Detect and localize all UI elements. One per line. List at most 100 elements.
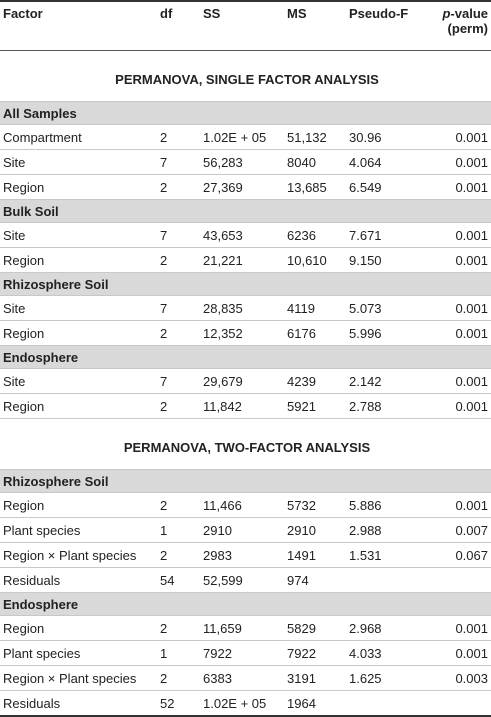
table-row: Residuals 52 1.02E + 05 1964	[0, 690, 491, 717]
table-row: Region 2 11,842 5921 2.788 0.001	[0, 394, 491, 419]
cell-ms: 10,610	[287, 252, 327, 268]
table-row: Region 2 11,659 5829 2.968 0.001	[0, 616, 491, 641]
cell-pseudo-f: 4.033	[349, 645, 382, 661]
group-name: Rhizosphere Soil	[0, 272, 491, 296]
group-header-row: All Samples	[0, 101, 491, 125]
table-row: Residuals 54 52,599 974	[0, 568, 491, 593]
group-header-row: Bulk Soil	[0, 199, 491, 223]
cell-ss: 52,599	[203, 572, 243, 588]
header-df: df	[160, 6, 173, 21]
cell-ss: 7922	[203, 645, 232, 661]
cell-ss: 2910	[203, 522, 232, 538]
cell-df: 7	[160, 373, 168, 389]
table-row: Site 7 29,679 4239 2.142 0.001	[0, 369, 491, 394]
cell-pseudo-f: 2.142	[349, 373, 382, 389]
cell-ss: 29,679	[203, 373, 243, 389]
table-row: Region × Plant species 2 2983 1491 1.531 0.06…	[0, 543, 491, 568]
cell-pseudo-f: 5.996	[349, 325, 382, 341]
header-factor: Factor	[3, 6, 43, 21]
cell-df: 2	[160, 620, 168, 636]
cell-ms: 8040	[287, 154, 316, 170]
cell-df: 2	[160, 547, 168, 563]
group-name: Rhizosphere Soil	[0, 469, 491, 493]
cell-df: 1	[160, 645, 168, 661]
single-factor-analysis-title-row: PERMANOVA, SINGLE FACTOR ANALYSIS	[0, 50, 491, 102]
cell-ss: 11,659	[203, 620, 242, 636]
header-p-suffix: -value	[450, 6, 488, 21]
cell-p-value: 0.001	[455, 645, 488, 661]
cell-factor: Compartment	[3, 129, 82, 145]
cell-df: 2	[160, 252, 168, 268]
cell-factor: Region	[3, 398, 45, 414]
table-header-row: Factor df SS MS Pseudo-F p-value (perm)	[0, 1, 491, 51]
cell-ss: 1.02E + 05	[203, 129, 267, 145]
cell-factor: Region	[3, 620, 45, 636]
group-header-row: Endosphere	[0, 345, 491, 369]
cell-factor: Site	[3, 154, 26, 170]
cell-ms: 1964	[284, 690, 346, 717]
table-row: Plant species 1 7922 7922 4.033 0.001	[0, 641, 491, 666]
cell-factor: Region	[3, 252, 45, 268]
table-row: Region 2 21,221 10,610 9.150 0.001	[0, 248, 491, 273]
cell-ms: 6176	[287, 325, 316, 341]
cell-p-value: 0.001	[455, 300, 488, 316]
cell-ss: 56,283	[203, 154, 243, 170]
cell-df: 52	[157, 690, 195, 717]
cell-p-value: 0.001	[455, 129, 488, 145]
cell-p-value: 0.003	[455, 670, 488, 686]
two-factor-analysis-title-row: PERMANOVA, TWO-FACTOR ANALYSIS	[0, 418, 491, 470]
cell-p-value	[418, 568, 491, 593]
cell-factor: Region	[3, 325, 45, 341]
cell-pseudo-f: 1.531	[349, 547, 382, 563]
cell-ms: 51,132	[287, 129, 327, 145]
cell-factor: Plant species	[3, 522, 81, 538]
cell-p-value: 0.001	[455, 179, 488, 195]
cell-factor: Site	[3, 300, 26, 316]
cell-ms: 13,685	[287, 179, 327, 195]
table-row: Region × Plant species 2 6383 3191 1.625 0.00…	[0, 666, 491, 691]
cell-ss: 6383	[203, 670, 232, 686]
cell-ms: 2910	[287, 522, 316, 538]
cell-df: 7	[160, 300, 168, 316]
cell-ss: 21,221	[203, 252, 243, 268]
table-row: Compartment 2 1.02E + 05 51,132 30.96 0.001	[0, 125, 491, 150]
cell-factor: Site	[3, 373, 26, 389]
cell-ms: 5921	[287, 398, 316, 414]
cell-p-value: 0.001	[455, 373, 488, 389]
cell-df: 54	[160, 572, 175, 588]
cell-ms: 4239	[287, 373, 316, 389]
cell-p-value: 0.001	[455, 227, 488, 243]
cell-pseudo-f: 2.968	[349, 620, 382, 636]
cell-ss: 11,842	[203, 398, 242, 414]
cell-ms: 5732	[287, 497, 316, 513]
header-pseudo-f: Pseudo-F	[349, 6, 409, 21]
cell-p-value: 0.007	[455, 522, 488, 538]
cell-factor: Region	[3, 179, 45, 195]
cell-pseudo-f: 1.625	[349, 670, 382, 686]
table-body: PERMANOVA, SINGLE FACTOR ANALYSIS All Sam…	[0, 50, 491, 717]
cell-pseudo-f: 4.064	[349, 154, 382, 170]
cell-df: 1	[160, 522, 168, 538]
single-factor-analysis-title: PERMANOVA, SINGLE FACTOR ANALYSIS	[0, 50, 491, 102]
table-row: Region 2 27,369 13,685 6.549 0.001	[0, 175, 491, 200]
cell-pseudo-f: 5.886	[349, 497, 382, 513]
cell-ms: 3191	[287, 670, 316, 686]
cell-pseudo-f: 5.073	[349, 300, 382, 316]
cell-pseudo-f: 30.96	[349, 129, 382, 145]
group-name: Endosphere	[0, 592, 491, 616]
group-name: All Samples	[0, 101, 491, 125]
cell-pseudo-f	[346, 568, 418, 593]
table-row: Plant species 1 2910 2910 2.988 0.007	[0, 518, 491, 543]
cell-factor: Region × Plant species	[3, 670, 137, 686]
group-header-row: Rhizosphere Soil	[0, 272, 491, 296]
cell-ms: 5829	[287, 620, 316, 636]
cell-p-value: 0.001	[455, 252, 488, 268]
cell-ms: 4119	[287, 300, 315, 316]
cell-p-value: 0.001	[455, 398, 488, 414]
cell-ms: 1491	[287, 547, 316, 563]
cell-df: 2	[160, 179, 168, 195]
header-ss: SS	[203, 6, 221, 21]
cell-ss: 11,466	[203, 497, 242, 513]
header-ms: MS	[287, 6, 307, 21]
